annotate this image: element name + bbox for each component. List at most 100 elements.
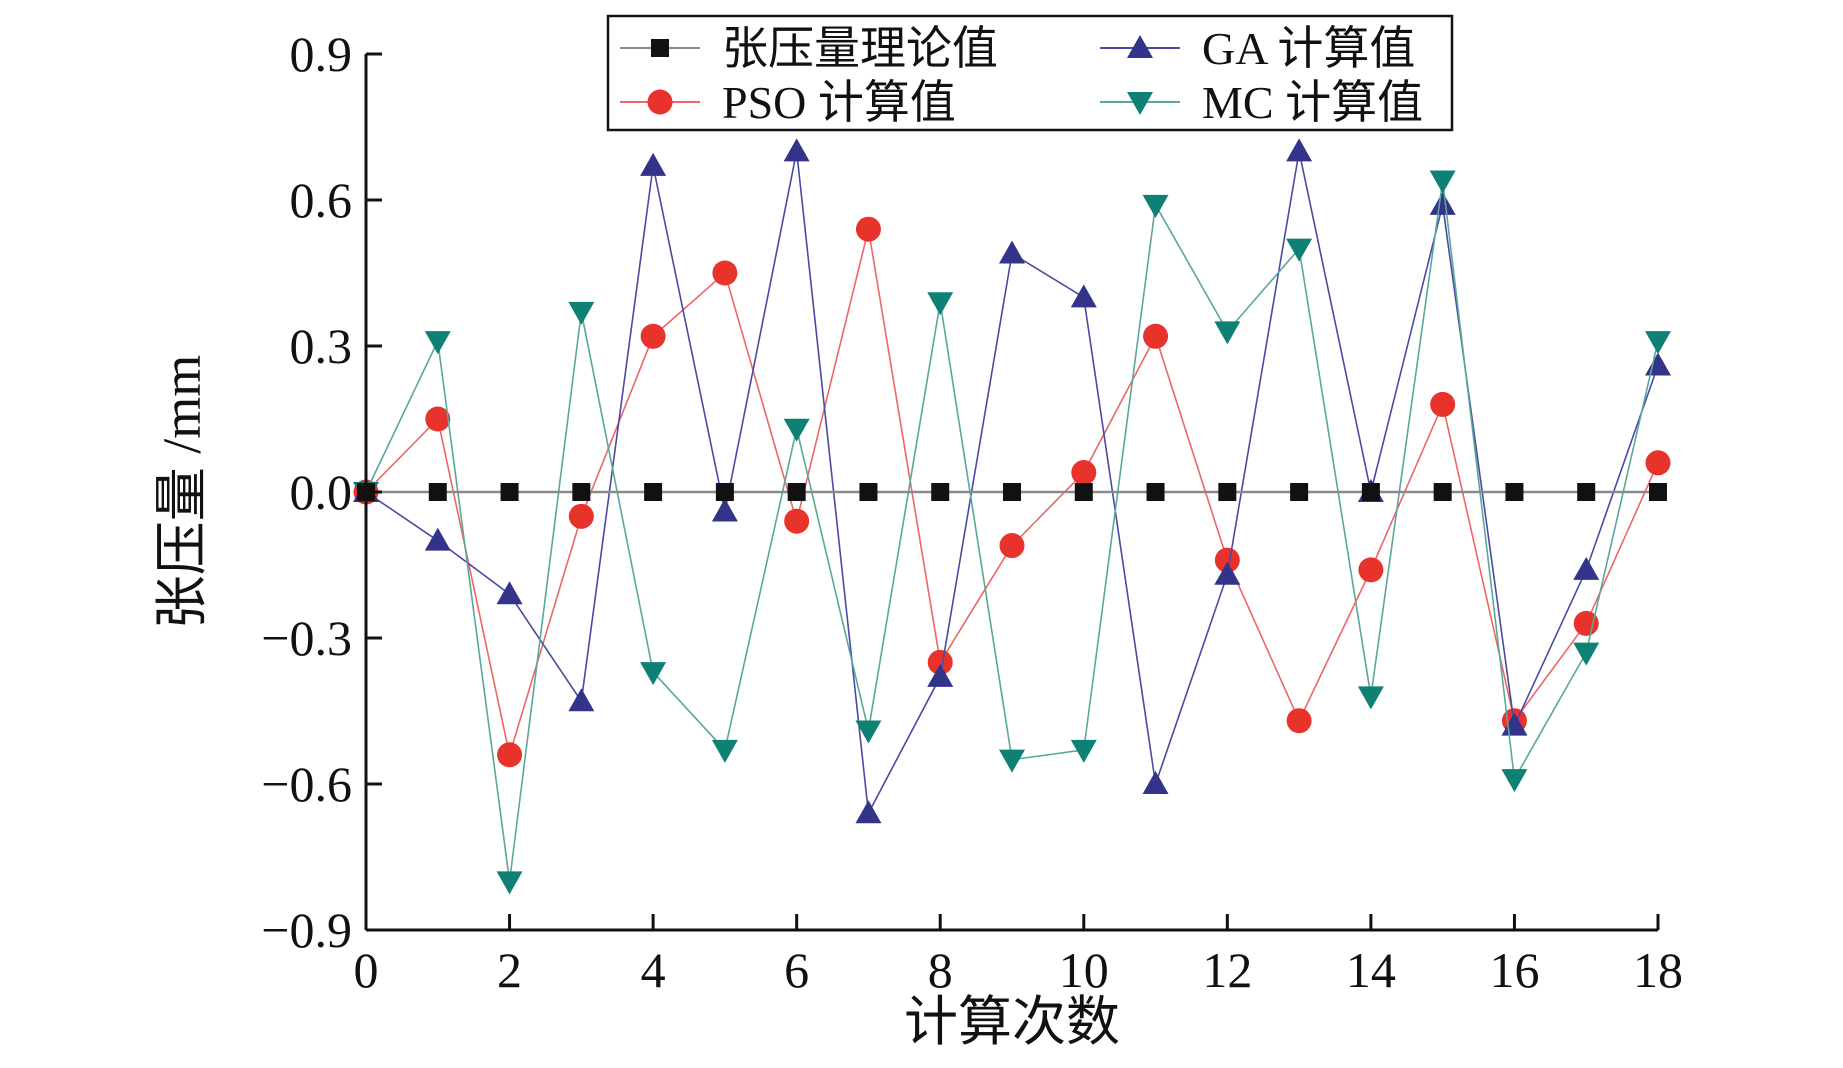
data-point bbox=[927, 292, 954, 316]
x-tick-label: 14 bbox=[1346, 942, 1396, 998]
data-point bbox=[1645, 450, 1671, 476]
data-point bbox=[1505, 483, 1524, 501]
data-point bbox=[931, 483, 950, 501]
data-point bbox=[1286, 238, 1313, 262]
x-tick-label: 8 bbox=[928, 942, 953, 998]
series-line bbox=[365, 180, 1659, 882]
series-4 bbox=[353, 170, 1671, 895]
series-3 bbox=[353, 138, 1671, 824]
legend-marker bbox=[647, 89, 673, 115]
data-point bbox=[859, 483, 878, 501]
legend-item: 张压量理论值 bbox=[620, 23, 998, 74]
data-point bbox=[1573, 556, 1600, 580]
data-point bbox=[568, 503, 594, 529]
data-point bbox=[1649, 483, 1667, 501]
x-tick-label: 2 bbox=[497, 942, 522, 998]
data-point bbox=[644, 483, 663, 501]
x-tick-label: 10 bbox=[1059, 942, 1109, 998]
x-tick-label: 6 bbox=[784, 942, 809, 998]
data-point bbox=[1070, 739, 1097, 763]
data-point bbox=[572, 483, 591, 501]
data-point bbox=[1074, 483, 1093, 501]
legend-label: GA 计算值 bbox=[1202, 23, 1415, 74]
data-point bbox=[1573, 610, 1599, 636]
legend-label: 张压量理论值 bbox=[722, 23, 998, 74]
data-point bbox=[784, 508, 810, 534]
data-point bbox=[1645, 352, 1671, 376]
data-point bbox=[999, 749, 1025, 773]
data-point bbox=[1214, 547, 1240, 573]
legend-marker bbox=[651, 39, 669, 57]
data-point bbox=[1577, 483, 1596, 501]
y-tick-label: 0.3 bbox=[290, 318, 353, 374]
data-point bbox=[1070, 284, 1097, 308]
data-point bbox=[783, 418, 810, 442]
data-point bbox=[640, 152, 667, 176]
data-point bbox=[428, 483, 447, 501]
legend-label: MC 计算值 bbox=[1202, 77, 1423, 128]
data-point bbox=[1218, 483, 1237, 501]
data-point bbox=[568, 688, 595, 712]
data-point bbox=[715, 483, 734, 501]
data-point bbox=[500, 483, 519, 501]
x-axis-title: 计算次数 bbox=[904, 992, 1120, 1052]
data-point bbox=[1290, 483, 1309, 501]
data-point bbox=[711, 498, 738, 522]
data-point bbox=[496, 871, 523, 895]
data-point bbox=[1573, 642, 1600, 666]
data-point bbox=[783, 138, 810, 162]
y-tick-label: 0.9 bbox=[290, 26, 353, 82]
data-point bbox=[1214, 321, 1241, 345]
legend-box bbox=[606, 14, 1454, 132]
data-point bbox=[711, 739, 738, 763]
data-point bbox=[1358, 557, 1384, 583]
data-point bbox=[1429, 170, 1456, 194]
series-layer bbox=[353, 138, 1671, 895]
data-point bbox=[568, 301, 595, 325]
data-point bbox=[855, 720, 882, 744]
data-point bbox=[424, 331, 451, 355]
data-point bbox=[1433, 483, 1452, 501]
data-point bbox=[927, 649, 953, 675]
data-point bbox=[855, 800, 882, 824]
data-point bbox=[712, 260, 738, 286]
data-point bbox=[1003, 483, 1021, 501]
y-tick-label: −0.9 bbox=[261, 902, 352, 958]
x-tick-label: 4 bbox=[641, 942, 666, 998]
data-point bbox=[999, 240, 1025, 264]
data-point bbox=[927, 663, 954, 687]
legend-item: MC 计算值 bbox=[1100, 77, 1423, 128]
data-point bbox=[640, 323, 666, 349]
data-point bbox=[1142, 771, 1169, 794]
x-tick-label: 0 bbox=[354, 942, 379, 998]
data-point bbox=[1143, 323, 1169, 349]
data-point bbox=[1146, 483, 1165, 501]
data-point bbox=[1142, 194, 1169, 218]
legend-label: PSO 计算值 bbox=[722, 77, 956, 128]
data-point bbox=[425, 406, 451, 432]
data-point bbox=[855, 216, 881, 242]
data-point bbox=[1357, 686, 1384, 710]
series-1 bbox=[357, 483, 1667, 501]
data-point bbox=[1361, 483, 1380, 501]
data-point bbox=[1430, 391, 1456, 417]
x-tick-label: 16 bbox=[1489, 942, 1539, 998]
data-point bbox=[424, 527, 451, 551]
legend-item: GA 计算值 bbox=[1100, 23, 1415, 74]
data-point bbox=[999, 533, 1025, 559]
y-axis-title: 张压量 /mm bbox=[152, 355, 212, 630]
x-tick-label: 12 bbox=[1202, 942, 1252, 998]
data-point bbox=[1286, 708, 1312, 734]
ticks-layer: 0.9 0.6 0.3 0.0 −0.3 −0.6 −0.90 2 4 6 8 10 12 14 16 18 bbox=[261, 26, 1683, 998]
data-point bbox=[787, 483, 806, 501]
data-point bbox=[1071, 460, 1097, 486]
y-tick-label: 0.6 bbox=[290, 172, 353, 228]
data-point bbox=[496, 581, 523, 605]
legend-marker bbox=[1127, 92, 1153, 115]
legend-marker bbox=[1127, 35, 1153, 58]
y-tick-label: −0.6 bbox=[261, 756, 352, 812]
